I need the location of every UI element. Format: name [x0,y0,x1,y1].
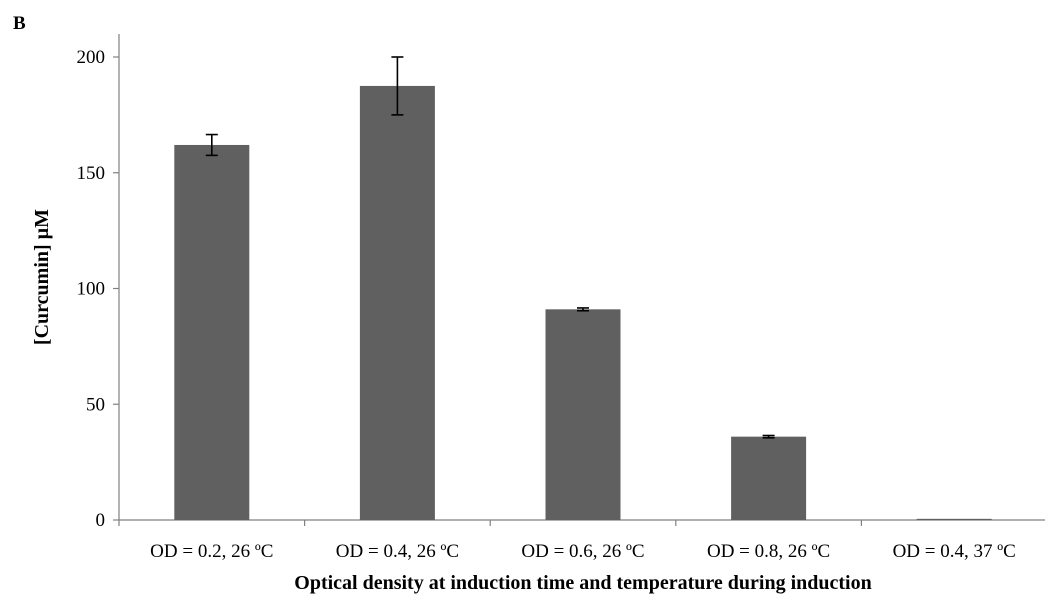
x-tick-label: OD = 0.2, 26 ºC [150,541,273,562]
bar [174,145,249,520]
bar [546,309,621,520]
x-tick-label: OD = 0.6, 26 ºC [521,541,644,562]
x-axis: OD = 0.2, 26 ºC OD = 0.4, 26 ºC OD = 0.6, … [119,520,1045,562]
y-tick-label: 200 [77,47,106,68]
bar [917,519,992,520]
bars [174,86,991,520]
bar [731,437,806,520]
x-tick-label: OD = 0.4, 37 ºC [893,541,1016,562]
y-axis-title: [Curcumin] µM [31,209,53,345]
error-bars [206,57,775,438]
y-tick-label: 150 [77,163,106,184]
y-tick-label: 100 [77,279,106,300]
y-tick-label: 0 [96,510,106,531]
panel-label: B [13,13,26,34]
x-axis-title: Optical density at induction time and te… [294,572,871,594]
x-tick-label: OD = 0.4, 26 ºC [336,541,459,562]
y-axis: 0 50 100 150 200 [77,34,120,531]
x-tick-label: OD = 0.8, 26 ºC [707,541,830,562]
y-tick-label: 50 [86,394,105,415]
bar [360,86,435,520]
